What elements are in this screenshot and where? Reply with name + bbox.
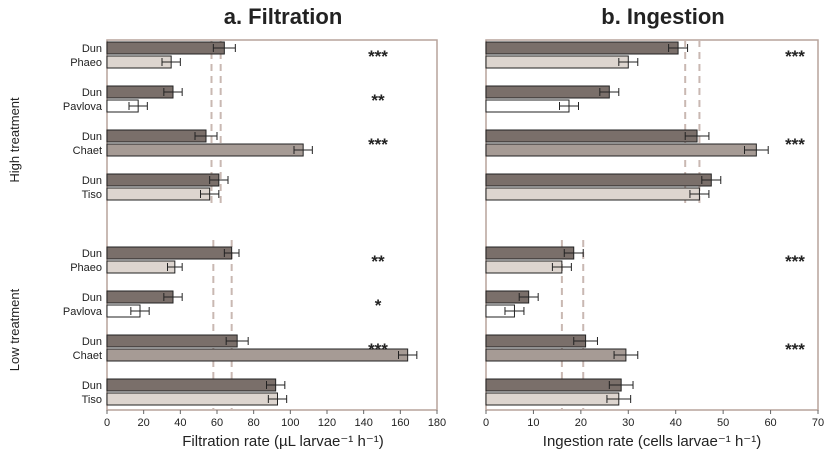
x-tick-label: 60 xyxy=(764,417,776,429)
bar-dun-4 xyxy=(485,246,575,260)
significance-marker: *** xyxy=(785,252,805,271)
chart-title: a. Filtration xyxy=(224,4,343,29)
category-label: Dun xyxy=(82,87,102,99)
bar-dun-1 xyxy=(106,85,174,99)
significance-marker: *** xyxy=(368,340,388,359)
x-axis-label: Filtration rate (µL larvae⁻¹ h⁻¹) xyxy=(182,433,383,450)
bar-dun-6 xyxy=(106,334,238,348)
bar-phaeo-4 xyxy=(485,260,563,274)
significance-marker: * xyxy=(375,296,382,315)
x-tick-label: 180 xyxy=(428,417,446,429)
x-tick-label: 0 xyxy=(104,417,110,429)
bar-dun-5 xyxy=(106,290,174,304)
category-label: Dun xyxy=(82,43,102,55)
category-label: Tiso xyxy=(82,394,102,406)
category-label: Phaeo xyxy=(70,262,102,274)
x-tick-label: 120 xyxy=(318,417,336,429)
x-tick-label: 100 xyxy=(281,417,299,429)
category-label: Dun xyxy=(82,292,102,304)
x-tick-label: 10 xyxy=(527,417,539,429)
bar-chaet-2 xyxy=(485,143,757,157)
bar-dun-6 xyxy=(485,334,587,348)
bar-tiso-3 xyxy=(106,187,211,201)
category-label: Dun xyxy=(82,336,102,348)
chart-title: b. Ingestion xyxy=(601,4,724,29)
bar-dun-2 xyxy=(106,129,207,143)
bar-tiso-7 xyxy=(485,392,620,406)
bar-chaet-6 xyxy=(106,348,409,362)
category-label: Dun xyxy=(82,248,102,260)
x-tick-label: 40 xyxy=(670,417,682,429)
significance-marker: *** xyxy=(785,47,805,66)
category-label: Pavlova xyxy=(63,306,103,318)
category-label: Chaet xyxy=(73,145,102,157)
x-axis-label: Ingestion rate (cells larvae⁻¹ h⁻¹) xyxy=(543,433,761,450)
bar-pavlova-1 xyxy=(485,99,570,113)
x-tick-label: 20 xyxy=(138,417,150,429)
plot-frame xyxy=(106,39,438,411)
significance-marker: *** xyxy=(368,135,388,154)
x-tick-label: 140 xyxy=(354,417,372,429)
x-tick-label: 80 xyxy=(248,417,260,429)
category-label: Phaeo xyxy=(70,57,102,69)
bar-dun-2 xyxy=(485,129,698,143)
bar-phaeo-4 xyxy=(106,260,176,274)
group-label-high-treatment: High treatment xyxy=(7,97,22,183)
significance-marker: *** xyxy=(785,340,805,359)
bar-tiso-7 xyxy=(106,392,278,406)
bar-chaet-2 xyxy=(106,143,304,157)
bar-tiso-3 xyxy=(485,187,700,201)
bar-dun-0 xyxy=(106,41,225,55)
bar-dun-3 xyxy=(485,173,712,187)
x-tick-label: 160 xyxy=(391,417,409,429)
significance-marker: ** xyxy=(371,252,385,271)
bar-dun-1 xyxy=(485,85,610,99)
bar-dun-0 xyxy=(485,41,679,55)
category-label: Dun xyxy=(82,175,102,187)
x-tick-label: 40 xyxy=(174,417,186,429)
category-label: Pavlova xyxy=(63,101,103,113)
category-label: Dun xyxy=(82,131,102,143)
bar-dun-7 xyxy=(485,378,622,392)
bar-chaet-6 xyxy=(485,348,627,362)
plot-frame xyxy=(485,39,819,411)
bar-dun-7 xyxy=(106,378,277,392)
bar-dun-3 xyxy=(106,173,220,187)
category-label: Chaet xyxy=(73,350,102,362)
x-tick-label: 0 xyxy=(483,417,489,429)
x-tick-label: 60 xyxy=(211,417,223,429)
panel-ingestion: b. Ingestion *** *** *** *** 0 10 20 30 40 50 60 70 I… xyxy=(483,4,824,450)
x-tick-label: 20 xyxy=(575,417,587,429)
category-label: Dun xyxy=(82,380,102,392)
bar-dun-4 xyxy=(106,246,233,260)
x-tick-label: 70 xyxy=(812,417,824,429)
x-tick-label: 50 xyxy=(717,417,729,429)
group-label-low-treatment: Low treatment xyxy=(7,288,22,371)
significance-marker: *** xyxy=(368,47,388,66)
category-label: Tiso xyxy=(82,189,102,201)
significance-marker: *** xyxy=(785,135,805,154)
x-tick-label: 30 xyxy=(622,417,634,429)
significance-marker: ** xyxy=(371,91,385,110)
bar-phaeo-0 xyxy=(485,55,629,69)
